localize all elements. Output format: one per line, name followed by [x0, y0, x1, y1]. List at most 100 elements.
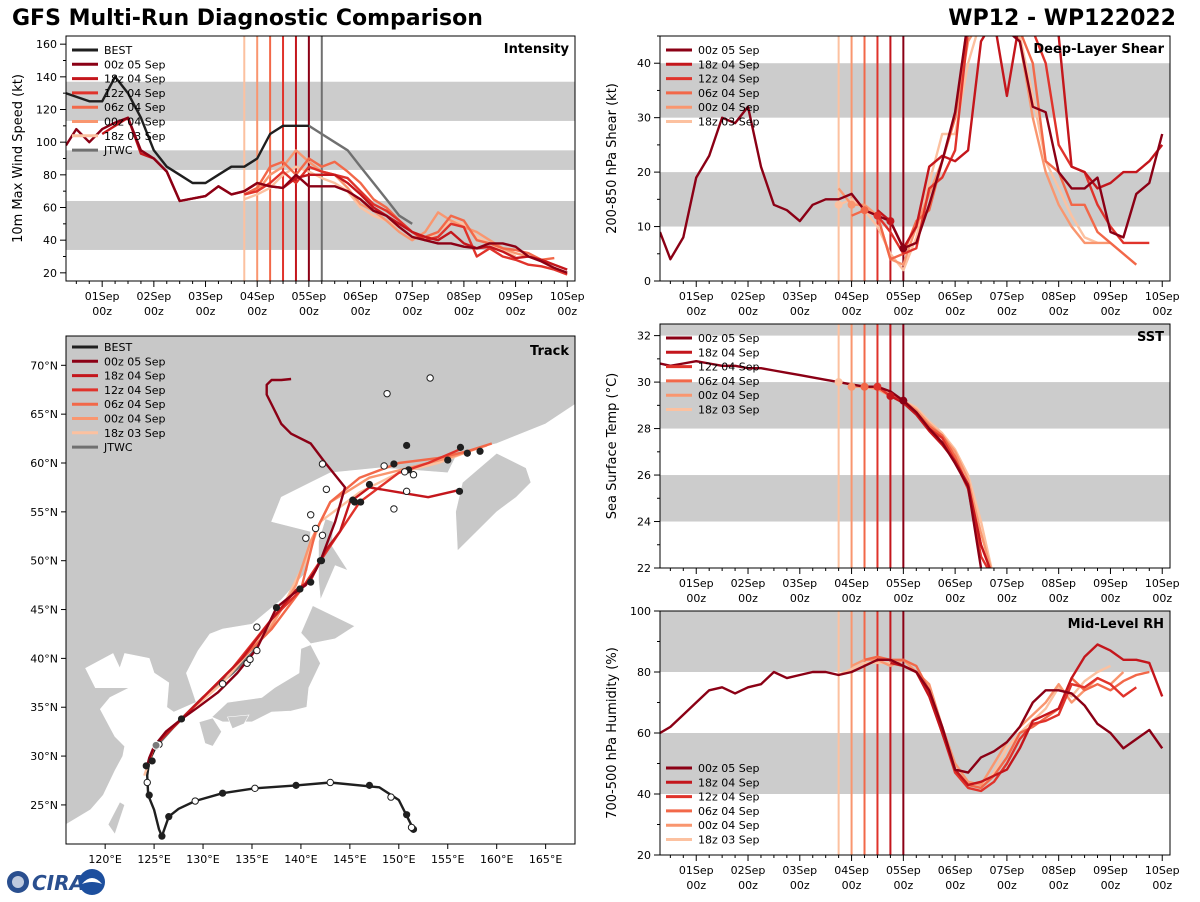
x-tick-sublabel: 00z	[454, 305, 474, 318]
jtwc-point	[151, 740, 161, 750]
y-tick-label: 40	[43, 234, 57, 247]
y-tick-label: 40	[637, 788, 651, 801]
x-tick-label: 05Sep	[292, 290, 327, 303]
x-tick-label: 04Sep	[834, 290, 869, 303]
logo-graphic: CIRA	[7, 869, 105, 895]
x-tick-sublabel: 00z	[1049, 305, 1069, 318]
legend-label: BEST	[104, 341, 132, 354]
lat-tick-label: 35°N	[30, 701, 58, 714]
y-tick-label: 40	[637, 57, 651, 70]
legend-label: 00z 05 Sep	[698, 332, 760, 345]
x-tick-sublabel: 00z	[506, 305, 526, 318]
x-tick-sublabel: 00z	[893, 879, 913, 892]
x-tick-sublabel: 00z	[686, 879, 706, 892]
init-marker	[860, 206, 869, 215]
legend-label: 06z 04 Sep	[698, 87, 760, 100]
lon-tick-label: 145°E	[333, 853, 366, 866]
open-marker	[387, 793, 395, 801]
x-tick-label: 06Sep	[938, 577, 973, 590]
lat-tick-label: 40°N	[30, 652, 58, 665]
x-tick-label: 09Sep	[498, 290, 533, 303]
shade-band	[660, 324, 1170, 336]
plot-area	[66, 36, 575, 281]
track-point	[317, 557, 326, 565]
lat-tick-label: 50°N	[30, 555, 58, 568]
y-tick-label: 20	[43, 267, 57, 280]
track-point	[272, 603, 281, 612]
x-tick-sublabel: 00z	[1101, 305, 1121, 318]
x-tick-sublabel: 00z	[351, 305, 371, 318]
lon-tick-label: 165°E	[529, 853, 562, 866]
legend-label: 18z 03 Sep	[698, 834, 760, 847]
shade-band	[66, 150, 575, 170]
x-tick-sublabel: 00z	[738, 305, 758, 318]
init-marker	[860, 382, 869, 391]
panel-intensity: 20 40 60 80 100 120 140 160 01Sep 00z 02Sep 00z 03Se…	[11, 35, 585, 318]
x-tick-label: 08Sep	[1041, 290, 1076, 303]
track-point	[456, 443, 465, 451]
open-marker	[407, 823, 416, 832]
lat-tick-label: 25°N	[30, 799, 58, 812]
lon-tick-label: 120°E	[88, 853, 121, 866]
land-kamchatka	[455, 452, 532, 552]
panel-rh: 20 40 60 80 100 01Sep 00z 02Sep 00z 03Sep 00z 04Sep…	[605, 605, 1180, 892]
lon-tick-label: 130°E	[186, 853, 219, 866]
x-tick-sublabel: 00z	[893, 305, 913, 318]
series-line-00z-05-sep	[660, 36, 1164, 261]
best-point	[165, 813, 173, 821]
plot-area	[660, 324, 1170, 568]
init-marker	[886, 392, 895, 401]
legend-label: JTWC	[103, 144, 133, 157]
best-track-line	[145, 745, 415, 838]
legend-label: 18z 03 Sep	[104, 427, 166, 440]
open-marker	[302, 534, 310, 542]
y-tick-label: 26	[637, 469, 651, 482]
x-tick-sublabel: 00z	[1152, 592, 1172, 605]
open-marker	[251, 784, 259, 793]
shade-band	[66, 81, 575, 121]
y-tick-label: 120	[36, 104, 57, 117]
track-point	[365, 480, 374, 489]
x-tick-label: 05Sep	[886, 864, 921, 877]
x-tick-sublabel: 00z	[247, 305, 267, 318]
y-tick-label: 0	[644, 275, 651, 288]
series-line-06z-04-sep	[851, 36, 1138, 266]
legend-label: 18z 04 Sep	[698, 776, 760, 789]
open-marker	[383, 389, 391, 398]
y-tick-label: 22	[637, 562, 651, 575]
page-title-right: WP12 - WP122022	[948, 6, 1176, 31]
panel-title: SST	[1137, 330, 1164, 345]
plot-area	[660, 611, 1170, 855]
lon-tick-label: 140°E	[284, 853, 317, 866]
legend-label: 18z 04 Sep	[104, 73, 166, 86]
x-tick-label: 04Sep	[834, 577, 869, 590]
x-tick-label: 04Sep	[240, 290, 275, 303]
x-tick-label: 08Sep	[447, 290, 482, 303]
track-point	[390, 460, 398, 468]
best-point	[403, 811, 411, 819]
x-tick-label: 08Sep	[1041, 864, 1076, 877]
panel-title: Mid-Level RH	[1068, 617, 1164, 632]
axes-frame	[659, 35, 1171, 282]
x-tick-sublabel: 00z	[196, 305, 216, 318]
track-point	[307, 578, 315, 586]
x-tick-label: 06Sep	[938, 290, 973, 303]
lat-tick-label: 30°N	[30, 750, 58, 763]
y-axis-label: 700-500 hPa Humidity (%)	[605, 647, 620, 819]
y-tick-label: 140	[36, 71, 57, 84]
lat-tick-label: 55°N	[30, 506, 58, 519]
init-marker	[873, 382, 882, 391]
x-tick-sublabel: 00z	[686, 305, 706, 318]
open-marker	[318, 460, 327, 468]
best-point	[292, 781, 300, 789]
y-axis-label: 200-850 hPa Shear (kt)	[605, 83, 620, 234]
panel-sst: 22 24 26 28 30 32 01Sep 00z 02Sep 00z 03Sep 00z 04Se…	[605, 323, 1180, 605]
y-tick-label: 80	[43, 169, 57, 182]
legend-label: 12z 04 Sep	[698, 791, 760, 804]
series-line-12z-04-sep	[864, 36, 1150, 256]
x-tick-label: 02Sep	[731, 864, 766, 877]
track-point	[177, 715, 186, 723]
legend-label: 12z 04 Sep	[104, 87, 166, 100]
